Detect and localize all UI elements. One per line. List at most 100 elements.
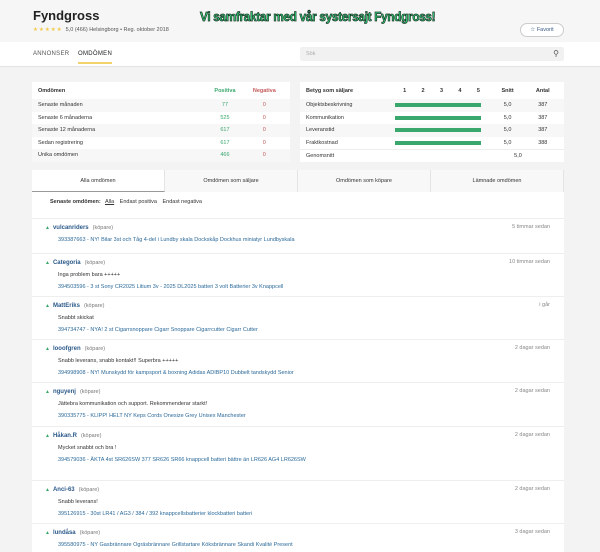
seller-row: Fraktkostnad 5,0 388 <box>300 137 564 150</box>
col-header: Betyg som säljare <box>306 87 354 94</box>
average: 5,0 <box>503 127 512 134</box>
review-list: Senaste omdömen: Alla Endast positiva En… <box>32 192 564 552</box>
shop-title: Fyndgross <box>33 8 100 23</box>
item-link[interactable]: 394998908 - NY! Munskydd för kampsport &… <box>58 370 294 376</box>
reviewer-link[interactable]: vulcanriders <box>52 225 89 231</box>
reviewer-link[interactable]: Anci-63 <box>52 487 75 493</box>
positive-count: 466 <box>220 152 230 159</box>
scale-label: 4 <box>458 87 462 94</box>
reviewer-role: (köpare) <box>79 389 101 395</box>
review-comment: Inga problem bara +++++ <box>58 272 121 278</box>
seller-average-row: Genomsnitt 5,0 <box>300 149 564 162</box>
item-link[interactable]: 394579036 - ÄKTA 4st SR626SW 377 SR626 S… <box>58 457 306 463</box>
scale-label: 3 <box>439 87 444 94</box>
negative-count: 0 <box>262 114 266 121</box>
filter-negative[interactable]: Endast negativa <box>162 199 202 205</box>
seller-row: Kommunikation 5,0 387 <box>300 112 564 125</box>
col-header: Positiva <box>214 87 236 94</box>
thumbs-up-icon: ▲ <box>45 389 50 395</box>
promo-banner: Vi samfraktar med vår systersajt Fyndgro… <box>200 9 436 25</box>
row-label: Leveranstid <box>306 127 335 134</box>
review-time: 2 dagar sedan <box>514 486 550 492</box>
reviewer-link[interactable]: lundåsa <box>52 530 76 536</box>
thumbs-up-icon: ▲ <box>45 433 50 439</box>
negative-count: 0 <box>262 139 266 146</box>
col-header: Antal <box>535 87 550 94</box>
item-link[interactable]: 395580975 - NY Gasbrännare Ogräsbrännare… <box>58 542 293 548</box>
reviewer-link[interactable]: MattEriks <box>52 303 80 309</box>
review-time: 5 timmar sedan <box>512 224 550 230</box>
search-input[interactable]: Sök ⚲ <box>300 47 564 61</box>
row-label: Objektsbeskrivning <box>306 102 353 109</box>
tab-reviews-0[interactable]: Alla omdömen <box>32 170 165 192</box>
scale-label: 2 <box>421 87 425 94</box>
review-comment: Snabb leverans, snabb kontakt!! Superbra… <box>58 358 179 364</box>
item-link[interactable]: 394503596 - 3 st Sony CR2025 Litium 3v -… <box>58 284 284 290</box>
tab-omdomen[interactable]: OMDÖMEN <box>78 51 113 64</box>
review-time: i går <box>539 302 550 308</box>
thumbs-up-icon: ▲ <box>45 303 50 309</box>
count: 387 <box>538 114 548 121</box>
row-label: Sedan registrering <box>38 139 83 146</box>
tab-reviews-1[interactable]: Omdömen som säljare <box>165 170 298 192</box>
scale-label: 5 <box>476 87 480 94</box>
review-tabs: Alla omdömen Omdömen som säljare Omdömen s… <box>32 170 564 192</box>
item-link[interactable]: 394734747 - NYA! 2 st Cigarrsnoppare Cig… <box>58 327 258 333</box>
rating-bar <box>395 128 482 133</box>
tab-reviews-3[interactable]: Lämnade omdömen <box>431 170 564 192</box>
review-time: 2 dagar sedan <box>514 388 550 394</box>
filter-label: Senaste omdömen: <box>50 199 101 205</box>
summary-row: Sedan registrering 617 0 <box>32 137 290 150</box>
rating-bar <box>395 140 482 145</box>
tab-reviews-2[interactable]: Omdömen som köpare <box>298 170 431 192</box>
summary-row: Senaste månaden 77 0 <box>32 99 290 112</box>
reviewer-role: (köpare) <box>79 530 101 536</box>
rating-bar <box>395 103 482 108</box>
positive-count: 617 <box>220 127 230 134</box>
average: 5,0 <box>503 102 512 109</box>
review-comment: Snabb leverans! <box>58 499 98 505</box>
seller-row: Leveranstid 5,0 387 <box>300 124 564 137</box>
reviewer-link[interactable]: Håkan.R <box>52 433 77 439</box>
rating-text: 5,0 (466) Helsingborg • Reg. oktober 201… <box>65 27 169 33</box>
review-time: 2 dagar sedan <box>514 345 550 351</box>
review-filter: Senaste omdömen: Alla Endast positiva En… <box>50 199 206 205</box>
review-item: ▲ lundåsa (köpare) 3 dagar sedan 395580975 -… <box>32 523 564 549</box>
count: 387 <box>538 127 548 134</box>
item-link[interactable]: 393387663 - NY! Bilar 3st och Tåg 4-del … <box>58 237 295 243</box>
seller-rating-table: Betyg som säljare 1 2 3 4 5 Snitt Antal Objektsb… <box>300 82 564 162</box>
review-item: ▲ Anci-63 (köpare) 2 dagar sedan Snabb lever… <box>32 480 564 518</box>
rating-bar <box>395 115 482 120</box>
reviewer-role: (köpare) <box>83 303 105 309</box>
reviewer-role: (köpare) <box>92 225 114 231</box>
positive-count: 77 <box>221 102 229 109</box>
row-label: Senaste 6 månaderna <box>38 114 93 121</box>
negative-count: 0 <box>262 152 266 159</box>
reviewer-link[interactable]: nguyenj <box>52 389 76 395</box>
row-label: Fraktkostnad <box>306 139 338 146</box>
thumbs-up-icon: ▲ <box>45 530 50 536</box>
reviewer-role: (köpare) <box>78 487 100 493</box>
col-header: Snitt <box>501 87 514 94</box>
thumbs-up-icon: ▲ <box>45 346 50 352</box>
search-icon[interactable]: ⚲ <box>553 49 559 58</box>
positive-count: 525 <box>220 114 230 121</box>
reviewer-link[interactable]: Categoria <box>52 260 81 266</box>
summary-row: Unika omdömen 466 0 <box>32 149 290 162</box>
tab-annonser[interactable]: ANNONSER <box>33 51 70 57</box>
review-item: ▲ MattEriks (köpare) i går Snabbt skickat 394… <box>32 296 564 334</box>
filter-all[interactable]: Alla <box>104 199 115 205</box>
thumbs-up-icon: ▲ <box>45 260 50 266</box>
review-item: ▲ Categoria (köpare) 10 timmar sedan Inga pr… <box>32 253 564 291</box>
item-link[interactable]: 390335775 - KLIPP! HELT NY Keps Cords On… <box>58 413 246 419</box>
seller-header: Betyg som säljare 1 2 3 4 5 Snitt Antal <box>300 82 564 99</box>
item-link[interactable]: 395126915 - 30st LR41 / AG3 / 384 / 392 … <box>58 511 253 517</box>
review-time: 2 dagar sedan <box>514 432 550 438</box>
favorite-button[interactable]: ☆ Favorit <box>520 23 564 37</box>
reviewer-role: (köpare) <box>84 260 106 266</box>
reviewer-link[interactable]: looofgren <box>52 346 81 352</box>
filter-positive[interactable]: Endast positiva <box>119 199 157 205</box>
shop-header: Fyndgross ★★★★★ 5,0 (466) Helsingborg • R… <box>0 0 600 42</box>
review-time: 3 dagar sedan <box>514 529 550 535</box>
rating-stars: ★★★★★ <box>33 27 63 33</box>
